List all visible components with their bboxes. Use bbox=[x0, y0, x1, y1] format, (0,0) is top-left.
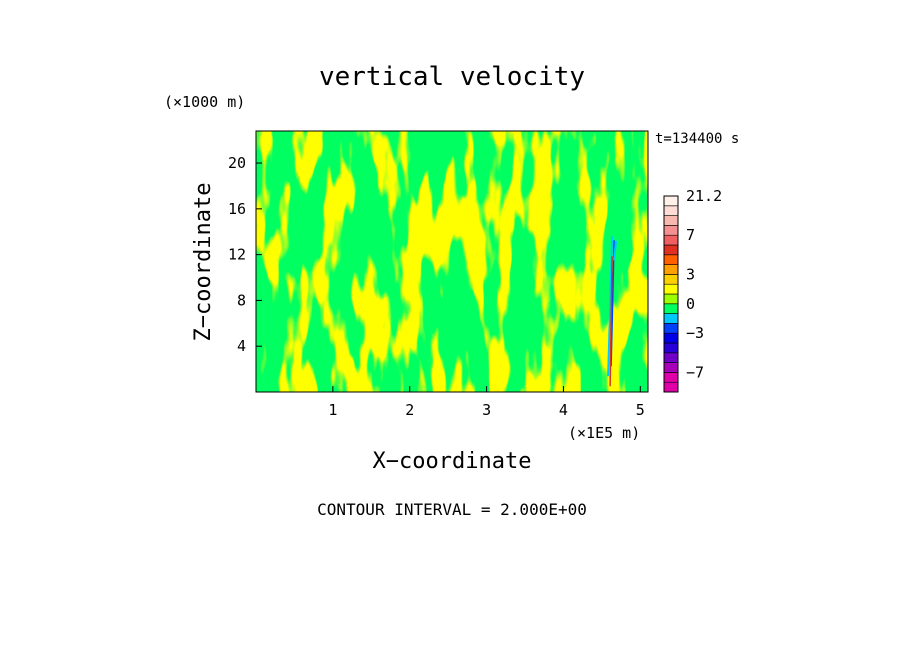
colorbar-swatch bbox=[663, 332, 679, 344]
y-tick-label: 16 bbox=[228, 200, 246, 218]
colorbar-swatch bbox=[663, 264, 679, 275]
colorbar-swatch bbox=[663, 195, 679, 207]
colorbar-swatch bbox=[663, 283, 679, 295]
colorbar-swatch bbox=[663, 362, 679, 373]
colorbar-swatch bbox=[663, 372, 679, 383]
x-unit-label: (×1E5 m) bbox=[568, 424, 640, 442]
colorbar bbox=[663, 195, 679, 393]
feature-negative-core bbox=[610, 240, 615, 367]
colorbar-tick-label: −3 bbox=[686, 324, 704, 342]
time-label: t=134400 s bbox=[655, 131, 739, 147]
x-tick-label: 2 bbox=[405, 401, 414, 419]
colorbar-tick-label: 3 bbox=[686, 265, 695, 283]
colorbar-swatch bbox=[663, 342, 679, 354]
y-unit-label: (×1000 m) bbox=[164, 93, 245, 111]
x-tick-label: 3 bbox=[482, 401, 491, 419]
x-tick-label: 5 bbox=[636, 401, 645, 419]
colorbar-swatch bbox=[663, 244, 679, 256]
y-axis-ticks: 4 8 12 16 20 bbox=[228, 154, 262, 355]
y-tick-label: 12 bbox=[228, 246, 246, 264]
contour-interval-footer: CONTOUR INTERVAL = 2.000E+00 bbox=[317, 500, 587, 519]
colorbar-swatch bbox=[663, 225, 679, 236]
colorbar-swatch bbox=[663, 254, 679, 265]
colorbar-swatch bbox=[663, 205, 679, 216]
colorbar-swatch bbox=[663, 313, 679, 324]
x-axis-label: X−coordinate bbox=[373, 449, 532, 474]
colorbar-swatch bbox=[663, 293, 679, 305]
extreme-value-feature bbox=[607, 236, 618, 387]
colorbar-swatch bbox=[663, 381, 679, 393]
colorbar-tick-labels: 21.2 7 3 0 −3 −7 bbox=[686, 187, 722, 381]
x-tick-label: 1 bbox=[328, 401, 337, 419]
y-tick-label: 20 bbox=[228, 154, 246, 172]
chart-title: vertical velocity bbox=[319, 62, 585, 92]
plot-area bbox=[255, 130, 649, 393]
colorbar-tick-label: 7 bbox=[686, 226, 695, 244]
y-axis-label: Z−coordinate bbox=[191, 183, 216, 342]
x-tick-label: 4 bbox=[559, 401, 568, 419]
colorbar-swatch bbox=[663, 303, 679, 314]
plot-frame bbox=[255, 130, 649, 393]
colorbar-tick-label: 0 bbox=[686, 295, 695, 313]
colorbar-tick-label: −7 bbox=[686, 363, 704, 381]
feature-upper-edge bbox=[613, 240, 618, 261]
colorbar-tick-label: 21.2 bbox=[686, 187, 722, 205]
feature-positive-core bbox=[609, 256, 613, 387]
colorbar-swatch bbox=[663, 215, 679, 226]
colorbar-swatch bbox=[663, 352, 679, 363]
colorbar-frame bbox=[663, 195, 679, 393]
colorbar-swatch bbox=[663, 274, 679, 285]
field-positive-regions bbox=[256, 131, 648, 392]
y-tick-label: 4 bbox=[237, 337, 246, 355]
colorbar-swatch bbox=[663, 323, 679, 334]
colorbar-swatch bbox=[663, 234, 679, 246]
x-axis-ticks: 1 2 3 4 5 bbox=[328, 386, 645, 419]
y-tick-label: 8 bbox=[237, 291, 246, 309]
